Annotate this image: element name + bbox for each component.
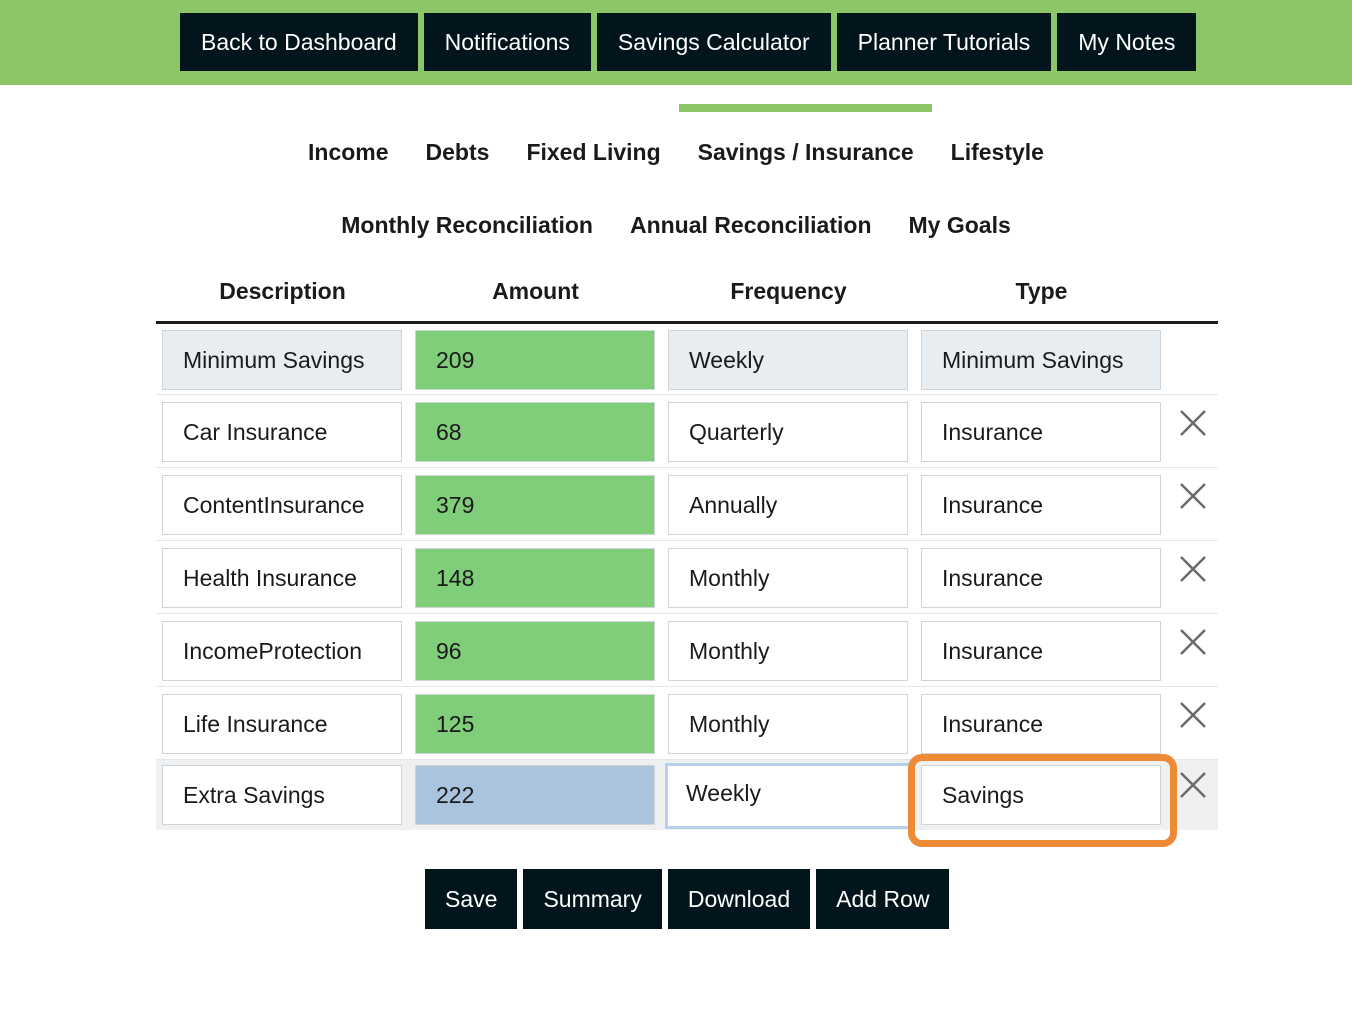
close-icon[interactable] — [1178, 554, 1208, 584]
amount-field[interactable]: 96 — [415, 621, 655, 681]
tab-lifestyle[interactable]: Lifestyle — [950, 139, 1044, 165]
description-field[interactable]: IncomeProtection — [162, 621, 402, 681]
type-select[interactable]: Minimum Savings — [921, 330, 1161, 390]
top-nav: Back to Dashboard Notifications Savings … — [180, 13, 1197, 71]
tab-income[interactable]: Income — [308, 139, 389, 165]
savings-calculator-button[interactable]: Savings Calculator — [596, 13, 831, 71]
amount-field[interactable]: 379 — [415, 475, 655, 535]
amount-field[interactable]: 222 — [415, 765, 655, 825]
close-icon[interactable] — [1178, 481, 1208, 511]
table-row: Extra Savings 222 Weekly Savings — [156, 760, 1218, 830]
type-select[interactable]: Insurance — [921, 402, 1161, 462]
table-header: Description Amount Frequency Type — [156, 266, 1218, 324]
add-row-button[interactable]: Add Row — [816, 869, 950, 929]
description-field[interactable]: Health Insurance — [162, 548, 402, 608]
table-row: IncomeProtection 96 Monthly Insurance — [156, 614, 1218, 687]
type-select[interactable]: Savings — [921, 765, 1161, 825]
tab-annual-reconciliation[interactable]: Annual Reconciliation — [629, 212, 872, 238]
my-notes-button[interactable]: My Notes — [1057, 13, 1197, 71]
tab-monthly-reconciliation[interactable]: Monthly Reconciliation — [341, 212, 593, 238]
frequency-select[interactable]: Annually — [668, 475, 908, 535]
frequency-select[interactable]: Weekly — [668, 330, 908, 390]
description-field[interactable]: ContentInsurance — [162, 475, 402, 535]
table-row: Life Insurance 125 Monthly Insurance — [156, 687, 1218, 760]
action-buttons: Save Summary Download Add Row — [425, 869, 950, 929]
frequency-select[interactable]: Monthly — [668, 694, 908, 754]
amount-field[interactable]: 148 — [415, 548, 655, 608]
close-icon[interactable] — [1178, 700, 1208, 730]
close-icon[interactable] — [1178, 408, 1208, 438]
amount-field[interactable]: 68 — [415, 402, 655, 462]
top-bar: Back to Dashboard Notifications Savings … — [0, 0, 1352, 85]
table-row: Car Insurance 68 Quarterly Insurance — [156, 395, 1218, 468]
savings-insurance-table: Description Amount Frequency Type Minimu… — [156, 266, 1218, 830]
frequency-select[interactable]: Monthly — [668, 548, 908, 608]
frequency-select[interactable]: Monthly — [668, 621, 908, 681]
type-select[interactable]: Insurance — [921, 621, 1161, 681]
tab-my-goals[interactable]: My Goals — [908, 212, 1011, 238]
description-field[interactable]: Extra Savings — [162, 765, 402, 825]
planner-tutorials-button[interactable]: Planner Tutorials — [836, 13, 1052, 71]
tab-fixed-living[interactable]: Fixed Living — [526, 139, 661, 165]
amount-field[interactable]: 125 — [415, 694, 655, 754]
description-field[interactable]: Life Insurance — [162, 694, 402, 754]
notifications-button[interactable]: Notifications — [423, 13, 591, 71]
close-icon[interactable] — [1178, 770, 1208, 800]
table-row: Health Insurance 148 Monthly Insurance — [156, 541, 1218, 614]
description-field[interactable]: Minimum Savings — [162, 330, 402, 390]
table-row: Minimum Savings 209 Weekly Minimum Savin… — [156, 324, 1218, 395]
tab-row-secondary: Monthly Reconciliation Annual Reconcilia… — [0, 212, 1352, 239]
tab-debts[interactable]: Debts — [425, 139, 490, 165]
header-amount: Amount — [492, 278, 579, 304]
type-select[interactable]: Insurance — [921, 548, 1161, 608]
back-to-dashboard-button[interactable]: Back to Dashboard — [180, 13, 418, 71]
frequency-select[interactable]: Weekly — [665, 763, 911, 829]
tab-savings-insurance[interactable]: Savings / Insurance — [679, 104, 933, 166]
summary-button[interactable]: Summary — [523, 869, 662, 929]
header-frequency: Frequency — [730, 278, 847, 304]
header-description: Description — [219, 278, 346, 304]
type-select[interactable]: Insurance — [921, 475, 1161, 535]
download-button[interactable]: Download — [667, 869, 811, 929]
close-icon[interactable] — [1178, 627, 1208, 657]
frequency-select[interactable]: Quarterly — [668, 402, 908, 462]
description-field[interactable]: Car Insurance — [162, 402, 402, 462]
save-button[interactable]: Save — [425, 869, 518, 929]
amount-field[interactable]: 209 — [415, 330, 655, 390]
table-row: ContentInsurance 379 Annually Insurance — [156, 468, 1218, 541]
tab-row-primary: Income Debts Fixed Living Savings / Insu… — [0, 104, 1352, 166]
type-select[interactable]: Insurance — [921, 694, 1161, 754]
header-type: Type — [1015, 278, 1068, 304]
